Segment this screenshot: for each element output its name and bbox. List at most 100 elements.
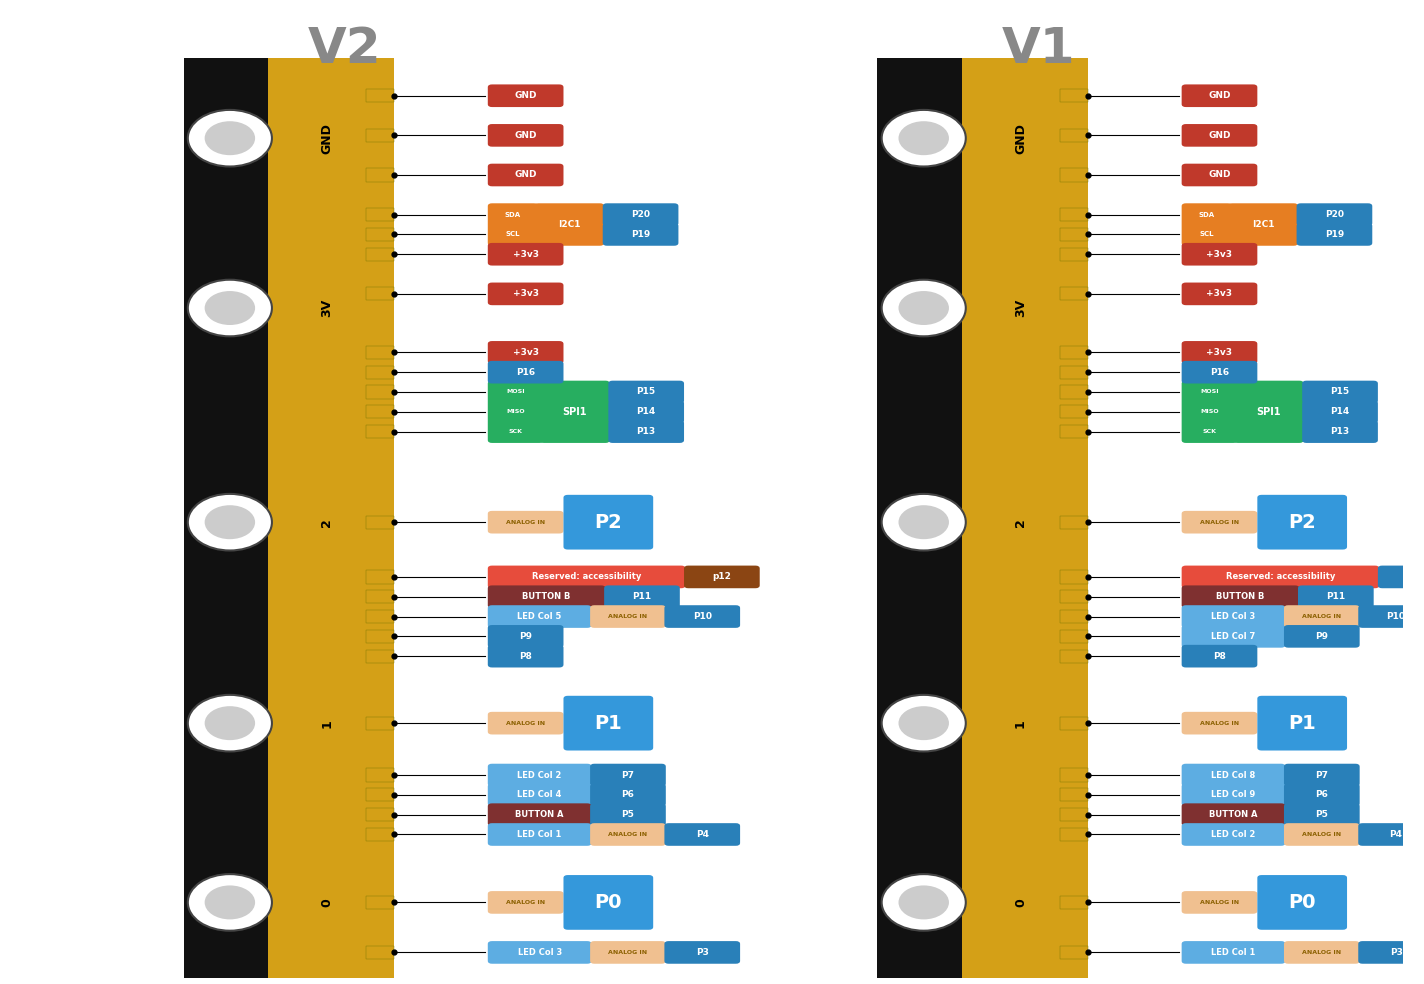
FancyBboxPatch shape bbox=[1182, 892, 1257, 914]
Text: P1: P1 bbox=[594, 713, 622, 733]
Bar bbox=[1059, 345, 1088, 359]
Bar bbox=[1059, 788, 1088, 801]
FancyBboxPatch shape bbox=[1182, 941, 1286, 963]
FancyBboxPatch shape bbox=[1358, 605, 1424, 628]
Text: GND: GND bbox=[514, 170, 537, 179]
Text: SCK: SCK bbox=[508, 429, 523, 434]
FancyBboxPatch shape bbox=[1182, 605, 1286, 628]
Text: GND: GND bbox=[1208, 131, 1230, 140]
Text: 1: 1 bbox=[1014, 718, 1027, 727]
Bar bbox=[366, 248, 394, 261]
Text: P16: P16 bbox=[1210, 368, 1229, 377]
FancyBboxPatch shape bbox=[590, 803, 666, 826]
Bar bbox=[366, 590, 394, 603]
Text: 2: 2 bbox=[1014, 518, 1027, 526]
Text: ANALOG IN: ANALOG IN bbox=[506, 520, 545, 524]
FancyBboxPatch shape bbox=[488, 381, 544, 443]
Text: 1: 1 bbox=[320, 718, 333, 727]
Text: ANALOG IN: ANALOG IN bbox=[506, 900, 545, 905]
Circle shape bbox=[188, 110, 272, 166]
Text: P0: P0 bbox=[595, 892, 622, 912]
Bar bbox=[1059, 129, 1088, 142]
FancyBboxPatch shape bbox=[1297, 223, 1373, 246]
Text: P10: P10 bbox=[1387, 612, 1405, 621]
FancyBboxPatch shape bbox=[590, 941, 666, 963]
Bar bbox=[366, 405, 394, 418]
Circle shape bbox=[899, 291, 948, 325]
FancyBboxPatch shape bbox=[590, 605, 666, 628]
Text: P3: P3 bbox=[1390, 948, 1403, 956]
FancyBboxPatch shape bbox=[608, 381, 684, 403]
Bar bbox=[268, 58, 394, 978]
Text: P20: P20 bbox=[631, 211, 651, 219]
Text: P4: P4 bbox=[1390, 830, 1403, 839]
Bar bbox=[1059, 610, 1088, 623]
FancyBboxPatch shape bbox=[1358, 824, 1424, 846]
FancyBboxPatch shape bbox=[1182, 341, 1257, 364]
FancyBboxPatch shape bbox=[604, 585, 679, 608]
FancyBboxPatch shape bbox=[488, 282, 564, 305]
Text: P15: P15 bbox=[1330, 388, 1350, 397]
Text: SDA: SDA bbox=[506, 212, 521, 217]
FancyBboxPatch shape bbox=[665, 941, 740, 963]
Text: +3v3: +3v3 bbox=[513, 348, 538, 357]
FancyBboxPatch shape bbox=[1378, 566, 1424, 588]
Circle shape bbox=[881, 874, 965, 931]
Text: SCK: SCK bbox=[1203, 429, 1216, 434]
Text: ANALOG IN: ANALOG IN bbox=[1200, 520, 1239, 524]
Text: P14: P14 bbox=[1330, 407, 1350, 416]
Text: LED Col 2: LED Col 2 bbox=[1212, 830, 1256, 839]
Text: GND: GND bbox=[320, 123, 333, 154]
Text: V1: V1 bbox=[1002, 25, 1075, 73]
Bar bbox=[366, 386, 394, 399]
Bar bbox=[366, 630, 394, 643]
Text: P9: P9 bbox=[1316, 632, 1329, 641]
Bar bbox=[1059, 386, 1088, 399]
FancyBboxPatch shape bbox=[1257, 875, 1347, 930]
Bar bbox=[1059, 716, 1088, 730]
Bar bbox=[366, 769, 394, 781]
FancyBboxPatch shape bbox=[1182, 803, 1286, 826]
FancyBboxPatch shape bbox=[488, 605, 591, 628]
FancyBboxPatch shape bbox=[488, 764, 591, 786]
Circle shape bbox=[205, 886, 255, 919]
Bar bbox=[1059, 769, 1088, 781]
Bar bbox=[1059, 630, 1088, 643]
Text: BUTTON A: BUTTON A bbox=[1209, 810, 1257, 819]
FancyBboxPatch shape bbox=[488, 204, 538, 246]
Circle shape bbox=[205, 121, 255, 155]
FancyBboxPatch shape bbox=[1302, 420, 1378, 443]
Text: GND: GND bbox=[514, 92, 537, 100]
Text: P19: P19 bbox=[1324, 230, 1344, 239]
FancyBboxPatch shape bbox=[1257, 495, 1347, 549]
Bar bbox=[366, 287, 394, 300]
FancyBboxPatch shape bbox=[1227, 204, 1299, 246]
Text: +3v3: +3v3 bbox=[513, 250, 538, 259]
Text: LED Col 3: LED Col 3 bbox=[517, 948, 562, 956]
FancyBboxPatch shape bbox=[488, 124, 564, 147]
FancyBboxPatch shape bbox=[1284, 824, 1360, 846]
Text: 3V: 3V bbox=[1014, 299, 1027, 317]
Text: ANALOG IN: ANALOG IN bbox=[1303, 614, 1341, 619]
FancyBboxPatch shape bbox=[540, 381, 609, 443]
Text: P6: P6 bbox=[1316, 790, 1329, 799]
Text: LED Col 2: LED Col 2 bbox=[517, 770, 562, 779]
Text: P4: P4 bbox=[696, 830, 709, 839]
Text: +3v3: +3v3 bbox=[1206, 289, 1233, 298]
Bar bbox=[1059, 90, 1088, 102]
Text: GND: GND bbox=[1208, 92, 1230, 100]
Circle shape bbox=[188, 279, 272, 337]
FancyBboxPatch shape bbox=[1182, 566, 1380, 588]
FancyBboxPatch shape bbox=[488, 892, 564, 914]
FancyBboxPatch shape bbox=[1182, 163, 1257, 186]
Bar bbox=[1059, 571, 1088, 584]
FancyBboxPatch shape bbox=[488, 566, 685, 588]
Text: P0: P0 bbox=[1289, 892, 1316, 912]
FancyBboxPatch shape bbox=[564, 495, 654, 549]
Text: P8: P8 bbox=[1213, 651, 1226, 660]
Text: V2: V2 bbox=[308, 25, 382, 73]
Bar bbox=[1059, 828, 1088, 841]
Text: SCL: SCL bbox=[1199, 231, 1215, 237]
Bar bbox=[1059, 228, 1088, 241]
Text: P3: P3 bbox=[696, 948, 709, 956]
